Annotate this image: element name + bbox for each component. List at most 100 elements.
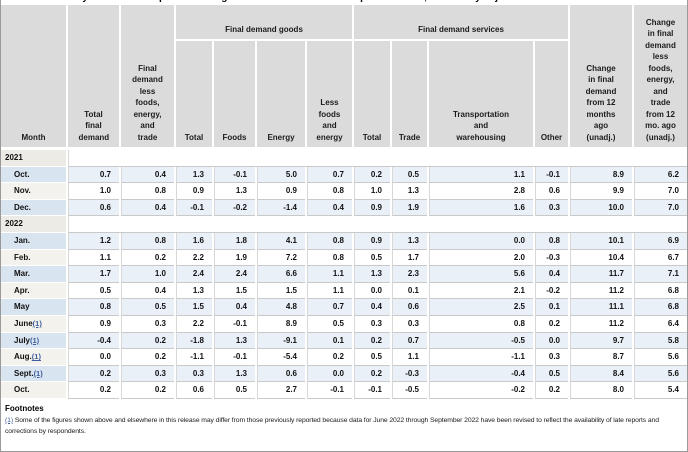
value-cell: 0.2 bbox=[354, 332, 390, 350]
value-cell: 1.5 bbox=[257, 282, 305, 300]
value-cell: 2.0 bbox=[429, 249, 533, 267]
value-cell: 0.9 bbox=[354, 199, 390, 217]
value-cell: 1.1 bbox=[68, 249, 119, 267]
value-cell: 0.8 bbox=[121, 183, 174, 200]
value-cell: 2.8 bbox=[429, 183, 533, 200]
value-cell: 5.4 bbox=[634, 382, 687, 399]
value-cell: 6.6 bbox=[257, 266, 305, 283]
month-row: May 0.8 0.5 1.5 0.4 4.8 0.7 0.4 0.6 2.5 0.1 11.1 6.8 bbox=[1, 299, 687, 316]
value-cell: 0.3 bbox=[354, 315, 390, 333]
value-cell: 10.1 bbox=[570, 232, 632, 250]
value-cell: 0.2 bbox=[535, 315, 568, 333]
value-cell: 0.6 bbox=[176, 382, 212, 399]
value-cell: 1.8 bbox=[214, 232, 255, 250]
value-cell: 0.7 bbox=[392, 332, 427, 350]
value-cell: 9.9 bbox=[570, 183, 632, 200]
value-cell: 0.8 bbox=[307, 232, 352, 250]
value-cell: 1.7 bbox=[68, 266, 119, 283]
year-row-filler bbox=[68, 150, 687, 167]
value-cell: 1.5 bbox=[214, 282, 255, 300]
month-row: Aug.(1) 0.0 0.2 -1.1 -0.1 -5.4 0.2 0.5 1.1 -1.1 0.… bbox=[1, 349, 687, 366]
value-cell: 1.9 bbox=[392, 199, 427, 217]
month-footnote-ref-link[interactable]: (1) bbox=[32, 318, 42, 328]
footnote-item: (1) Some of the figures shown above and … bbox=[5, 415, 682, 438]
value-cell: 0.8 bbox=[307, 249, 352, 267]
value-cell: -1.1 bbox=[176, 349, 212, 366]
value-cell: 1.3 bbox=[354, 266, 390, 283]
month-label: Oct. bbox=[1, 166, 66, 184]
month-row: Oct. 0.7 0.4 1.3 -0.1 5.0 0.7 0.2 0.5 1.1 -0.1 8.9 6… bbox=[1, 166, 687, 184]
value-cell: 0.9 bbox=[354, 232, 390, 250]
value-cell: 0.6 bbox=[257, 365, 305, 383]
value-cell: 5.8 bbox=[634, 332, 687, 350]
month-row: Mar. 1.7 1.0 2.4 2.4 6.6 1.1 1.3 2.3 5.6 0.4 11.7 7.… bbox=[1, 266, 687, 283]
value-cell: -1.4 bbox=[257, 199, 305, 217]
value-cell: -0.1 bbox=[307, 382, 352, 399]
year-row-filler bbox=[68, 216, 687, 233]
value-cell: 1.9 bbox=[214, 249, 255, 267]
value-cell: 6.4 bbox=[634, 315, 687, 333]
value-cell: 1.3 bbox=[214, 332, 255, 350]
value-cell: 1.3 bbox=[392, 232, 427, 250]
month-footnote-ref-link[interactable]: (1) bbox=[31, 352, 41, 362]
value-cell: 0.5 bbox=[392, 166, 427, 184]
month-footnote-ref-link[interactable]: (1) bbox=[30, 335, 40, 345]
value-cell: -1.1 bbox=[429, 349, 533, 366]
value-cell: 0.8 bbox=[68, 299, 119, 316]
value-cell: 6.2 bbox=[634, 166, 687, 184]
value-cell: 1.0 bbox=[68, 183, 119, 200]
column-header-less-foods-energy: Less foods and energy bbox=[307, 41, 352, 147]
value-cell: 5.6 bbox=[634, 349, 687, 366]
value-cell: 0.2 bbox=[121, 349, 174, 366]
value-cell: 0.4 bbox=[121, 282, 174, 300]
value-cell: 1.6 bbox=[176, 232, 212, 250]
group-header-final-demand-goods: Final demand goods bbox=[176, 5, 352, 39]
value-cell: -9.1 bbox=[257, 332, 305, 350]
value-cell: 8.9 bbox=[570, 166, 632, 184]
value-cell: 0.3 bbox=[392, 315, 427, 333]
value-cell: 0.7 bbox=[68, 166, 119, 184]
month-footnote-ref-link[interactable]: (1) bbox=[33, 368, 43, 378]
value-cell: -0.4 bbox=[429, 365, 533, 383]
value-cell: 0.4 bbox=[121, 199, 174, 217]
value-cell: 6.8 bbox=[634, 299, 687, 316]
month-label: Mar. bbox=[1, 266, 66, 283]
value-cell: 0.2 bbox=[68, 365, 119, 383]
value-cell: -0.1 bbox=[354, 382, 390, 399]
column-header-total-final-demand: Total final demand bbox=[68, 5, 119, 147]
value-cell: 1.0 bbox=[121, 266, 174, 283]
value-cell: 0.6 bbox=[392, 299, 427, 316]
value-cell: 2.1 bbox=[429, 282, 533, 300]
month-label: May bbox=[1, 299, 66, 316]
value-cell: 7.0 bbox=[634, 183, 687, 200]
value-cell: 0.4 bbox=[354, 299, 390, 316]
value-cell: 11.2 bbox=[570, 282, 632, 300]
value-cell: 7.0 bbox=[634, 199, 687, 217]
footnote-ref-link[interactable]: (1) bbox=[5, 416, 14, 424]
month-label: Jan. bbox=[1, 232, 66, 250]
value-cell: 1.0 bbox=[354, 183, 390, 200]
value-cell: 5.6 bbox=[634, 365, 687, 383]
column-header-other: Other bbox=[535, 41, 568, 147]
value-cell: 2.4 bbox=[176, 266, 212, 283]
value-cell: 0.9 bbox=[257, 183, 305, 200]
value-cell: 0.8 bbox=[429, 315, 533, 333]
value-cell: 8.7 bbox=[570, 349, 632, 366]
value-cell: 11.1 bbox=[570, 299, 632, 316]
value-cell: 0.6 bbox=[535, 183, 568, 200]
value-cell: 0.3 bbox=[121, 315, 174, 333]
footnote-text: Some of the figures shown above and else… bbox=[5, 416, 659, 436]
month-label: Oct. bbox=[1, 382, 66, 399]
value-cell: 0.4 bbox=[535, 266, 568, 283]
value-cell: 0.5 bbox=[121, 299, 174, 316]
footnotes-heading: Footnotes bbox=[5, 403, 44, 413]
value-cell: 0.4 bbox=[307, 199, 352, 217]
value-cell: 1.1 bbox=[307, 266, 352, 283]
value-cell: 1.1 bbox=[307, 282, 352, 300]
month-label: Feb. bbox=[1, 249, 66, 267]
value-cell: 9.7 bbox=[570, 332, 632, 350]
group-header-final-demand-services: Final demand services bbox=[354, 5, 568, 39]
column-header-energy: Energy bbox=[257, 41, 305, 147]
value-cell: 1.1 bbox=[429, 166, 533, 184]
